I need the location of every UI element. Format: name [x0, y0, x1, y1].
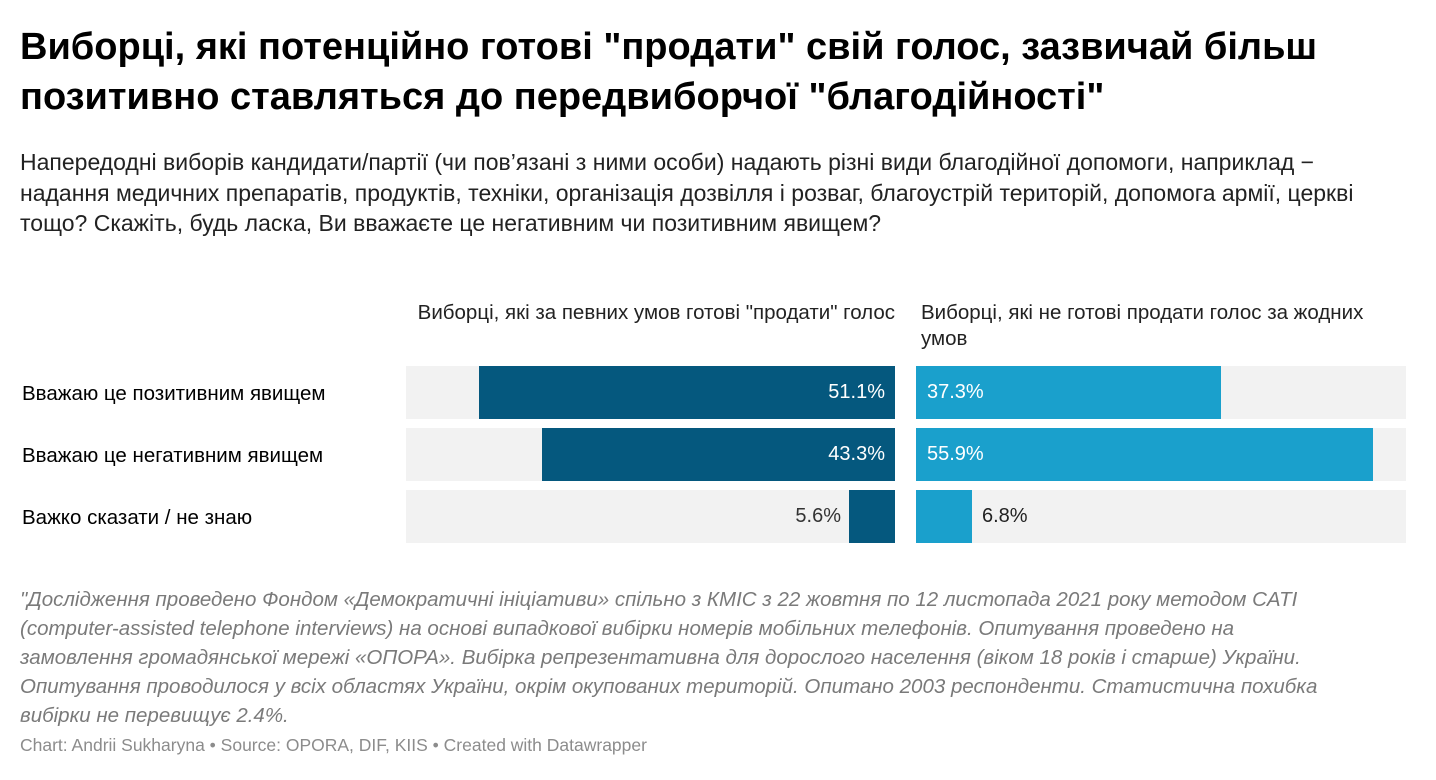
bar-right-unsure	[916, 490, 972, 543]
bar-left-positive	[479, 366, 895, 419]
bar-right-positive	[916, 366, 1221, 419]
value-label-right-unsure: 6.8%	[982, 505, 1028, 527]
bar-track-left-negative: 43.3%	[406, 428, 895, 481]
row-label-positive: Вважаю це позитивним явищем	[22, 382, 326, 405]
value-label-left-unsure: 5.6%	[795, 505, 841, 527]
bar-left-negative	[542, 428, 895, 481]
value-label-left-positive: 51.1%	[828, 381, 885, 403]
methodology-footnote: "Дослідження проведено Фондом «Демократи…	[20, 588, 1318, 727]
bar-right-negative	[916, 428, 1373, 481]
series-header-sell-vote: Виборці, які за певних умов готові "прод…	[417, 301, 895, 324]
chart-title: Виборці, які потенційно готові "продати"…	[20, 26, 1318, 118]
bar-track-right-unsure: 6.8%	[916, 490, 1406, 543]
series-header-not-sell-vote: Виборці, які не готові продати голос за …	[921, 301, 1364, 350]
chart-subtitle: Напередодні виборів кандидати/партії (чи…	[20, 149, 1354, 236]
row-label-negative: Вважаю це негативним явищем	[22, 444, 324, 467]
row-label-unsure: Важко сказати / не знаю	[22, 506, 253, 529]
bar-left-unsure	[849, 490, 895, 543]
bar-track-right-positive: 37.3%	[916, 366, 1406, 419]
bar-track-left-unsure: 5.6%	[406, 490, 895, 543]
bar-track-left-positive: 51.1%	[406, 366, 895, 419]
value-label-right-negative: 55.9%	[927, 443, 984, 465]
chart-credit: Chart: Andrii Sukharyna • Source: OPORA,…	[20, 735, 647, 755]
value-label-right-positive: 37.3%	[927, 381, 984, 403]
value-label-left-negative: 43.3%	[828, 443, 885, 465]
bar-track-right-negative: 55.9%	[916, 428, 1406, 481]
